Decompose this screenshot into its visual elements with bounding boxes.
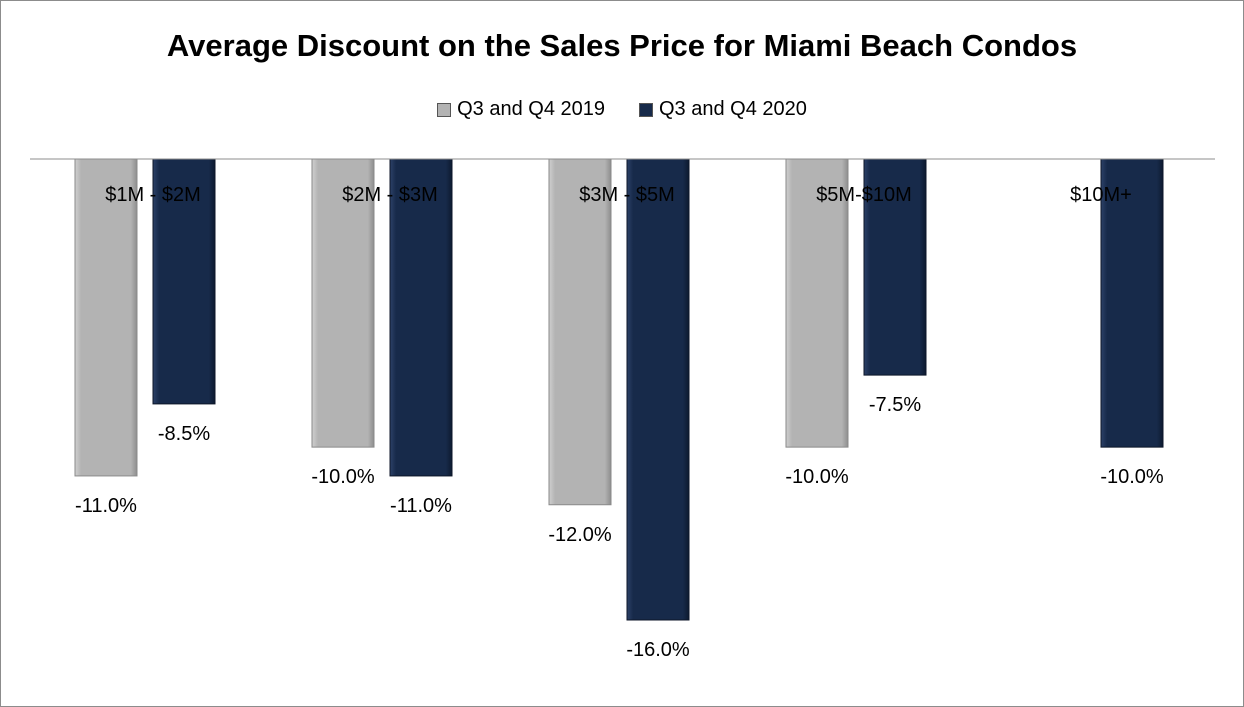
data-label-2020-0: -8.5% bbox=[158, 423, 210, 445]
legend-item-2020: Q3 and Q4 2020 bbox=[639, 98, 807, 121]
data-label-2020-3: -7.5% bbox=[869, 394, 921, 416]
bar-2019-3 bbox=[785, 158, 849, 448]
data-label-2019-1: -10.0% bbox=[311, 466, 375, 488]
data-label-2020-4: -10.0% bbox=[1100, 466, 1164, 488]
category-label-3: $5M-$10M bbox=[816, 184, 912, 206]
bar-2019-1 bbox=[311, 158, 375, 448]
data-label-2019-3: -10.0% bbox=[785, 466, 849, 488]
category-label-2: $3M - $5M bbox=[579, 184, 675, 206]
bar-2020-1 bbox=[389, 158, 453, 477]
bar-2019-0 bbox=[74, 158, 138, 477]
category-label-0: $1M - $2M bbox=[105, 184, 201, 206]
category-label-4: $10M+ bbox=[1070, 184, 1132, 206]
bar-2019-2 bbox=[548, 158, 612, 506]
bar-2020-0 bbox=[152, 158, 216, 405]
data-label-2019-2: -12.0% bbox=[548, 524, 612, 546]
legend-swatch-2019 bbox=[437, 102, 452, 117]
chart-title: Average Discount on the Sales Price for … bbox=[166, 28, 1078, 63]
data-label-2020-1: -11.0% bbox=[390, 495, 452, 517]
legend-label-2019: Q3 and Q4 2019 bbox=[457, 98, 605, 120]
legend-swatch-2020 bbox=[639, 102, 653, 117]
category-label-1: $2M - $3M bbox=[342, 184, 438, 206]
legend: Q3 and Q4 2019 Q3 and Q4 2020 bbox=[0, 98, 1244, 121]
data-label-2020-2: -16.0% bbox=[626, 639, 690, 661]
legend-item-2019: Q3 and Q4 2019 bbox=[437, 98, 605, 121]
legend-label-2020: Q3 and Q4 2020 bbox=[659, 98, 807, 120]
data-label-2019-0: -11.0% bbox=[75, 495, 137, 517]
bar-2020-2 bbox=[626, 158, 690, 621]
